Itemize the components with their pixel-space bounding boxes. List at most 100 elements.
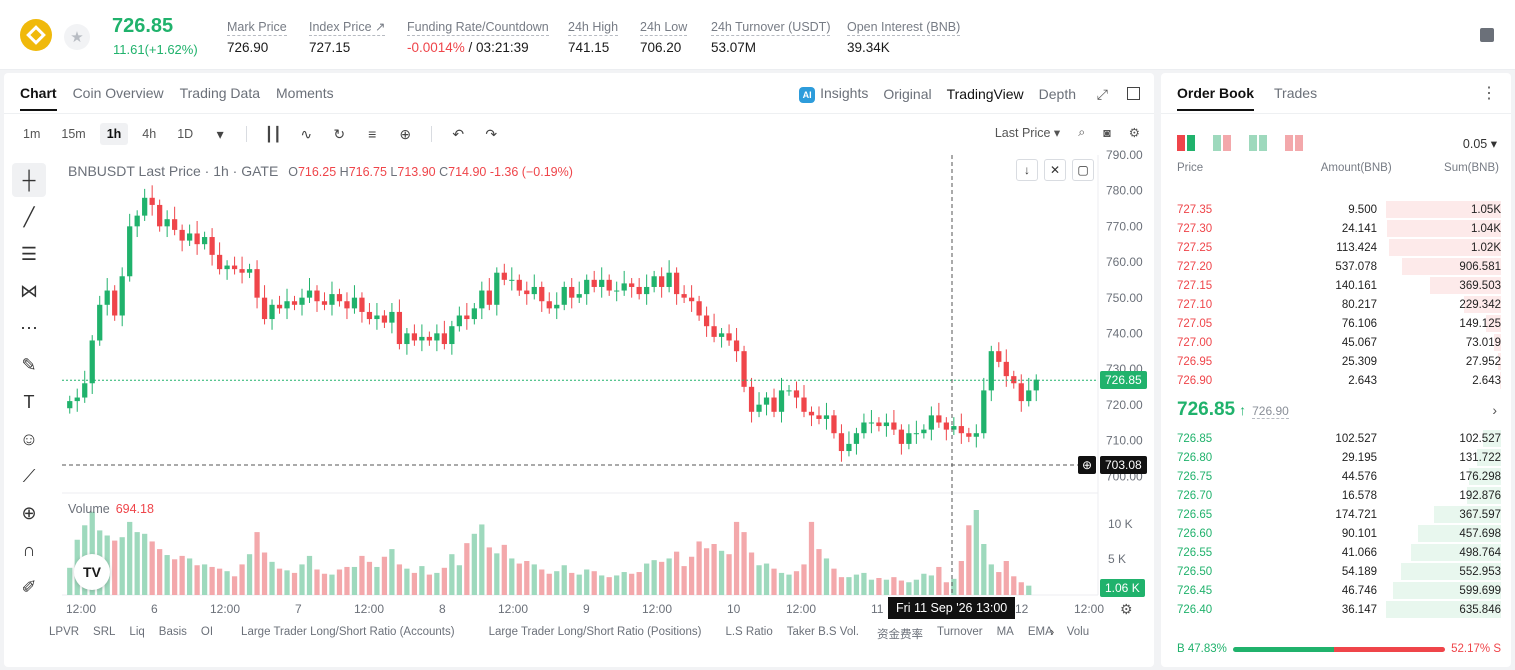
- timeframe-1d[interactable]: 1D: [177, 127, 194, 141]
- undo-icon[interactable]: ↶: [452, 125, 465, 142]
- candle-body: [269, 304, 275, 320]
- volume-bar: [629, 573, 635, 595]
- fullscreen-icon[interactable]: [1127, 87, 1140, 100]
- view-asks-only-icon[interactable]: [1285, 135, 1303, 151]
- view-tradingview[interactable]: TradingView: [946, 86, 1024, 102]
- price-type-select[interactable]: Last Price ▾: [994, 126, 1061, 140]
- view-bids-icon[interactable]: [1213, 135, 1231, 151]
- chart-settings-icon[interactable]: ⚙: [1120, 601, 1133, 617]
- indicator-item[interactable]: Turnover: [936, 626, 983, 638]
- projection-icon[interactable]: ⋯: [20, 317, 38, 338]
- view-depth[interactable]: Depth: [1038, 86, 1076, 102]
- indicator-item[interactable]: Volu: [1066, 626, 1090, 638]
- crosshair-icon[interactable]: ┼: [12, 163, 46, 197]
- candle-body: [97, 304, 103, 341]
- indicator-item[interactable]: MA: [996, 626, 1014, 638]
- indicator-item[interactable]: OI: [200, 626, 214, 638]
- ask-row[interactable]: 727.05 76.106 149.125: [1171, 314, 1501, 333]
- indicator-item[interactable]: EMA: [1027, 626, 1053, 638]
- tab-chart[interactable]: Chart: [20, 85, 57, 111]
- fib-icon[interactable]: ☰: [20, 243, 38, 264]
- bid-row[interactable]: 726.55 41.066 498.764: [1171, 543, 1501, 562]
- precision-select[interactable]: 0.05 ▾: [1462, 137, 1497, 151]
- camera-icon[interactable]: ◙: [1103, 125, 1111, 140]
- ask-row[interactable]: 727.35 9.500 1.05K: [1171, 200, 1501, 219]
- timeframe-1h[interactable]: 1h: [99, 123, 129, 145]
- tradingview-logo-icon[interactable]: TV: [74, 554, 110, 590]
- bid-row[interactable]: 726.45 46.746 599.699: [1171, 581, 1501, 600]
- candle-body: [928, 415, 934, 430]
- ask-row[interactable]: 727.00 45.067 73.019: [1171, 333, 1501, 352]
- bid-row[interactable]: 726.80 29.195 131.722: [1171, 448, 1501, 467]
- bid-row[interactable]: 726.40 36.147 635.846: [1171, 600, 1501, 619]
- view-original[interactable]: Original: [883, 86, 932, 102]
- pattern-icon[interactable]: ⋈: [20, 280, 38, 301]
- ask-row[interactable]: 726.90 2.643 2.643: [1171, 371, 1501, 390]
- more-menu-icon[interactable]: ⋮: [1481, 85, 1497, 102]
- text-icon[interactable]: T: [23, 391, 35, 412]
- candle-type-icon[interactable]: ┃┃: [264, 125, 282, 142]
- pencil-icon[interactable]: ✐: [21, 576, 37, 597]
- indicator-item[interactable]: Basis: [158, 626, 187, 638]
- favorite-star-icon[interactable]: ★: [64, 24, 90, 50]
- indicator-item[interactable]: LPVR: [49, 626, 80, 638]
- indicator-item[interactable]: Taker B.S Vol.: [786, 626, 859, 638]
- timeframe-dropdown-icon[interactable]: ▾: [216, 125, 224, 142]
- chart-tabs: Chart Coin Overview Trading Data Moments: [20, 85, 334, 111]
- indicator-scroll-right-icon[interactable]: ›: [1050, 624, 1055, 639]
- maximize-icon[interactable]: ▢: [1072, 159, 1094, 181]
- bid-row[interactable]: 726.65 174.721 367.597: [1171, 505, 1501, 524]
- view-insights[interactable]: AI Insights: [799, 85, 868, 103]
- candle-body: [201, 237, 208, 245]
- collapse-icon[interactable]: ✕: [1044, 159, 1066, 181]
- replay-icon[interactable]: ↻: [333, 125, 346, 142]
- ask-row[interactable]: 726.95 25.309 27.952: [1171, 352, 1501, 371]
- volume-bar: [1018, 582, 1024, 595]
- indicators-icon[interactable]: ∿: [300, 125, 313, 142]
- tab-coin-overview[interactable]: Coin Overview: [72, 85, 164, 101]
- ask-row[interactable]: 727.20 537.078 906.581: [1171, 257, 1501, 276]
- templates-icon[interactable]: ≡: [368, 126, 377, 142]
- search-icon[interactable]: ⌕: [1078, 125, 1086, 139]
- bid-row[interactable]: 726.75 44.576 176.298: [1171, 467, 1501, 486]
- timeframe-15m[interactable]: 15m: [61, 127, 86, 141]
- bid-row[interactable]: 726.60 90.101 457.698: [1171, 524, 1501, 543]
- ask-row[interactable]: 727.30 24.141 1.04K: [1171, 219, 1501, 238]
- indicator-item[interactable]: Large Trader Long/Short Ratio (Accounts): [241, 626, 455, 638]
- bid-row[interactable]: 726.70 16.578 192.876: [1171, 486, 1501, 505]
- timeframe-4h[interactable]: 4h: [142, 127, 157, 141]
- alert-add-icon[interactable]: ⊕: [399, 125, 412, 142]
- magnet-icon[interactable]: ∩: [22, 539, 36, 560]
- ask-row[interactable]: 727.10 80.217 229.342: [1171, 295, 1501, 314]
- brush-icon[interactable]: ✎: [21, 354, 37, 375]
- tab-trading-data[interactable]: Trading Data: [179, 85, 261, 101]
- tab-moments[interactable]: Moments: [276, 85, 334, 101]
- indicator-item[interactable]: SRL: [93, 626, 116, 638]
- redo-icon[interactable]: ↷: [485, 125, 498, 142]
- tab-order-book[interactable]: Order Book: [1177, 85, 1255, 111]
- timeframe-1m[interactable]: 1m: [23, 127, 41, 141]
- view-bids-only-icon[interactable]: [1249, 135, 1267, 151]
- stat-index-price[interactable]: Index Price ↗ 727.15: [309, 20, 386, 55]
- book-icon[interactable]: [1480, 28, 1494, 42]
- depth-bar: [1387, 220, 1501, 237]
- ask-row[interactable]: 727.25 113.424 1.02K: [1171, 238, 1501, 257]
- zoom-icon[interactable]: ⊕: [21, 502, 37, 523]
- indicator-item[interactable]: Liq: [129, 626, 145, 638]
- indicator-item[interactable]: Large Trader Long/Short Ratio (Positions…: [488, 626, 702, 638]
- trendline-icon[interactable]: ╱: [23, 206, 35, 227]
- ask-row[interactable]: 727.15 140.161 369.503: [1171, 276, 1501, 295]
- chevron-right-icon[interactable]: ›: [1492, 402, 1497, 418]
- expand-icon[interactable]: ⤢: [1096, 86, 1108, 102]
- bid-row[interactable]: 726.85 102.527 102.527: [1171, 429, 1501, 448]
- indicator-item[interactable]: L.S Ratio: [725, 626, 773, 638]
- add-alert-icon[interactable]: ⊕: [1078, 456, 1097, 474]
- tab-trades[interactable]: Trades: [1274, 85, 1318, 101]
- ruler-icon[interactable]: ⟋: [22, 465, 36, 486]
- bid-row[interactable]: 726.50 54.189 552.953: [1171, 562, 1501, 581]
- emoji-icon[interactable]: ☺: [19, 428, 39, 449]
- scroll-down-icon[interactable]: ↓: [1016, 159, 1038, 181]
- settings-gear-icon[interactable]: ⚙: [1128, 126, 1140, 140]
- indicator-item[interactable]: 资金费率: [876, 629, 923, 641]
- view-both-icon[interactable]: [1177, 135, 1195, 151]
